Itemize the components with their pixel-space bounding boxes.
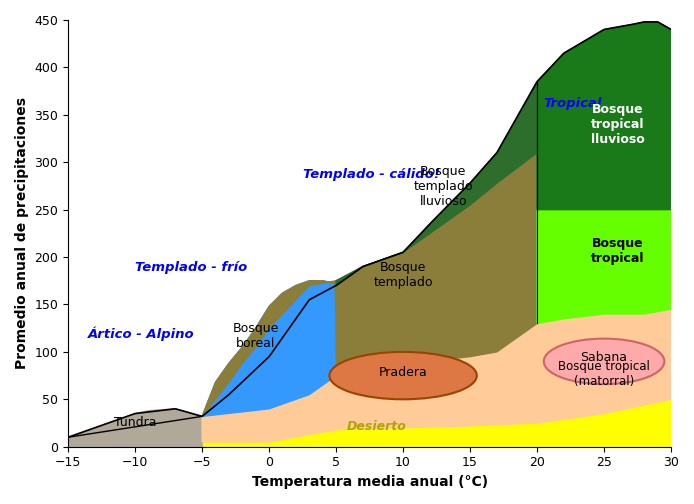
X-axis label: Temperatura media anual (°C): Temperatura media anual (°C)	[251, 475, 488, 489]
Text: Ártico - Alpino: Ártico - Alpino	[88, 326, 195, 341]
Polygon shape	[202, 399, 671, 447]
Polygon shape	[537, 210, 671, 324]
Polygon shape	[537, 22, 671, 210]
Polygon shape	[202, 153, 537, 416]
Ellipse shape	[330, 352, 477, 399]
Text: Desierto: Desierto	[346, 420, 406, 432]
Ellipse shape	[544, 339, 664, 384]
Text: Bosque
boreal: Bosque boreal	[232, 322, 279, 350]
Polygon shape	[202, 309, 671, 442]
Text: Bosque
tropical: Bosque tropical	[591, 237, 644, 265]
Text: Templado - cálido!: Templado - cálido!	[303, 168, 439, 181]
Text: Templado - frío: Templado - frío	[135, 261, 247, 274]
Text: Tundra: Tundra	[114, 416, 156, 429]
Polygon shape	[68, 409, 202, 447]
Text: Sabana: Sabana	[581, 351, 627, 364]
Text: Bosque
templado: Bosque templado	[373, 261, 433, 288]
Polygon shape	[202, 281, 336, 416]
Text: Pradera: Pradera	[379, 365, 428, 379]
Text: Tropical: Tropical	[544, 97, 602, 110]
Text: Bosque
tropical
lluvioso: Bosque tropical lluvioso	[591, 103, 644, 146]
Text: Bosque
templado
lluvioso: Bosque templado lluvioso	[414, 165, 473, 208]
Y-axis label: Promedio anual de precipitaciones: Promedio anual de precipitaciones	[15, 97, 29, 369]
Polygon shape	[336, 82, 537, 286]
Text: Bosque tropical
(matorral): Bosque tropical (matorral)	[558, 360, 650, 388]
